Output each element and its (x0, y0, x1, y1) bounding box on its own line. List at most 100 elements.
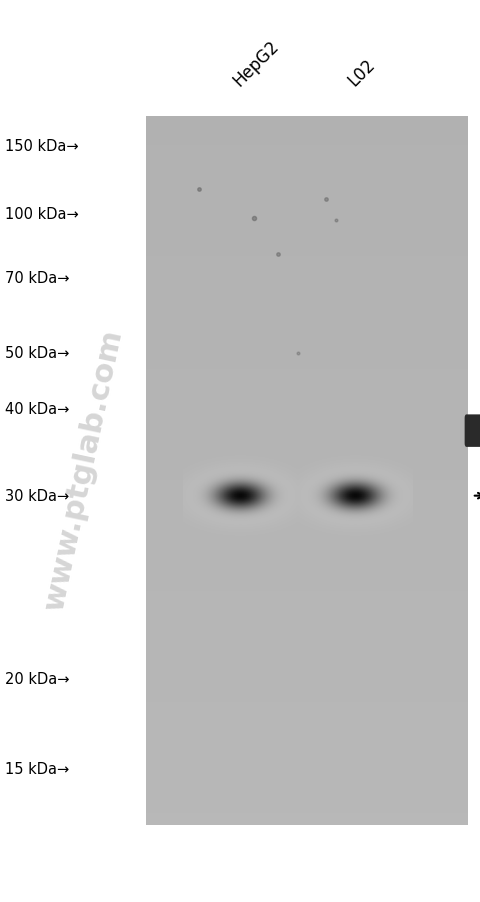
Bar (146, 735, 468, 738)
Bar (146, 161, 468, 164)
Bar (146, 188, 468, 190)
Bar (146, 497, 468, 500)
Bar (146, 634, 468, 637)
Bar (146, 648, 468, 650)
Bar (146, 778, 468, 780)
Bar (146, 750, 468, 752)
Bar (146, 135, 468, 139)
Bar (146, 702, 468, 705)
Bar (146, 391, 468, 393)
Bar (146, 197, 468, 200)
Bar (146, 573, 468, 575)
Bar (146, 511, 468, 514)
Bar (146, 707, 468, 710)
Bar (146, 678, 468, 681)
Bar (146, 789, 468, 792)
Bar (146, 629, 468, 631)
Bar (146, 355, 468, 358)
Bar (146, 598, 468, 601)
Bar (146, 329, 468, 332)
Bar (146, 345, 468, 348)
Bar (146, 164, 468, 167)
Bar (146, 452, 468, 455)
Bar (146, 332, 468, 335)
Bar (146, 226, 468, 228)
Bar (146, 674, 468, 676)
Bar (146, 532, 468, 535)
Bar (146, 367, 468, 370)
Bar (146, 227, 468, 231)
Bar (146, 658, 468, 660)
Bar (146, 681, 468, 684)
Text: www.ptglab.com: www.ptglab.com (40, 326, 128, 612)
Bar (146, 490, 468, 492)
Bar (146, 499, 468, 502)
Bar (146, 808, 468, 811)
Bar (146, 769, 468, 771)
Bar (146, 780, 468, 783)
Bar (146, 485, 468, 488)
Bar (146, 428, 468, 431)
Bar (146, 776, 468, 778)
FancyBboxPatch shape (465, 415, 480, 447)
Bar (146, 202, 468, 205)
Bar (146, 152, 468, 155)
Bar (146, 605, 468, 608)
Bar (146, 669, 468, 672)
Bar (146, 256, 468, 259)
Bar (146, 502, 468, 504)
Bar (146, 676, 468, 679)
Bar (146, 173, 468, 176)
Bar (146, 740, 468, 742)
Bar (146, 589, 468, 592)
Bar (146, 338, 468, 342)
Bar (146, 610, 468, 613)
Bar (146, 751, 468, 754)
Bar (146, 662, 468, 665)
Bar (146, 716, 468, 719)
Bar (146, 303, 468, 306)
Bar (146, 761, 468, 764)
Bar (146, 322, 468, 325)
Bar (146, 398, 468, 400)
Bar (146, 129, 468, 132)
Bar (146, 693, 468, 695)
Bar (146, 327, 468, 330)
Bar (146, 554, 468, 557)
Bar (146, 475, 468, 478)
Bar (146, 579, 468, 582)
Bar (146, 436, 468, 438)
Bar (146, 360, 468, 363)
Bar (146, 659, 468, 662)
Bar (146, 516, 468, 519)
Bar (146, 688, 468, 691)
Bar (146, 548, 468, 551)
Bar (146, 294, 468, 297)
Text: 20 kDa→: 20 kDa→ (5, 671, 69, 686)
Bar (146, 818, 468, 821)
Bar (146, 721, 468, 723)
Bar (146, 615, 468, 618)
Text: 30 kDa→: 30 kDa→ (5, 489, 69, 503)
Bar (146, 684, 468, 686)
Bar (146, 492, 468, 495)
Bar (146, 126, 468, 129)
Bar (146, 792, 468, 795)
Bar (146, 468, 468, 471)
Text: 50 kDa→: 50 kDa→ (5, 345, 69, 360)
Bar (146, 221, 468, 224)
Bar (146, 379, 468, 382)
Bar (146, 341, 468, 344)
Bar (146, 407, 468, 410)
Bar (146, 253, 468, 256)
Text: 150 kDa→: 150 kDa→ (5, 139, 78, 153)
Bar (146, 577, 468, 580)
Bar (146, 306, 468, 308)
Bar (146, 631, 468, 634)
Bar (146, 315, 468, 318)
Bar (146, 244, 468, 247)
Bar (146, 528, 468, 530)
Bar (146, 655, 468, 658)
Bar (146, 287, 468, 290)
Bar (146, 745, 468, 748)
